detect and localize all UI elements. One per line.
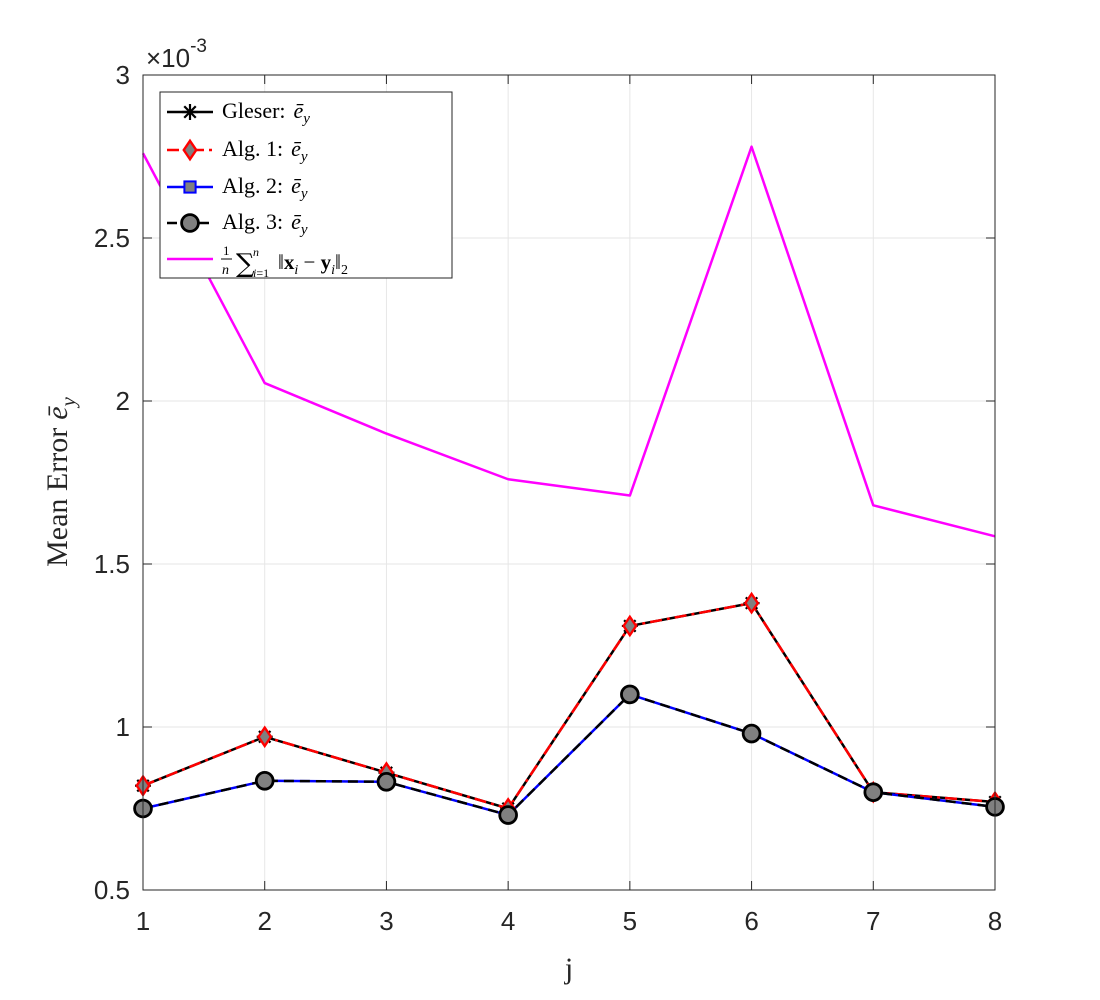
legend-label-mean-distance: 1 n ∑ n i=1 ‖xi − yi‖2 <box>221 243 348 280</box>
x-tick-label: 3 <box>379 906 393 936</box>
series-line-alg-1 <box>142 601 996 810</box>
svg-text:∑: ∑ <box>236 249 255 279</box>
y-axis-ticks: 0.5 1 1.5 2 2.5 3 <box>94 60 995 905</box>
data-point-alg-1 <box>257 725 273 749</box>
y-tick-label: 3 <box>116 60 130 90</box>
x-tick-label: 5 <box>623 906 637 936</box>
y-axis-label-symbol: ē <box>41 406 74 420</box>
svg-text:1: 1 <box>223 243 230 258</box>
legend-marker-stroke <box>183 105 197 119</box>
series-line-alg-3 <box>142 693 996 817</box>
series-lines <box>141 145 996 817</box>
legend-samples <box>167 104 213 261</box>
y-tick-label: 1.5 <box>94 549 130 579</box>
y-tick-label: 0.5 <box>94 875 130 905</box>
svg-text:i=1: i=1 <box>253 266 269 280</box>
plot-frame <box>142 74 996 891</box>
y-tick-label: 2.5 <box>94 223 130 253</box>
legend-marker <box>182 104 198 120</box>
data-point-alg-1 <box>743 591 760 615</box>
data-point-alg-3 <box>863 782 884 802</box>
x-tick-label: 4 <box>501 906 515 936</box>
x-tick-label: 8 <box>988 906 1002 936</box>
x-tick-label: 1 <box>136 906 150 936</box>
legend-marker <box>180 213 200 233</box>
legend-label-alg3: Alg. 3: ēy <box>222 209 308 238</box>
data-point-alg-3 <box>620 684 640 705</box>
y-tick-label: 1 <box>116 712 130 742</box>
legend-box <box>159 91 453 279</box>
legend: Gleser: ēy Alg. 1: ēy Alg. 2: ēy Alg. 3: ēy … <box>159 91 453 280</box>
y-axis-label-subscript: y <box>56 396 80 408</box>
y-tick-label: 2 <box>116 386 130 416</box>
data-point-alg-3 <box>498 805 518 825</box>
y-axis-exponent: ×10-3 <box>146 36 207 73</box>
x-axis-ticks: 1 2 3 4 5 6 7 8 <box>136 75 1002 936</box>
x-axis-label: j <box>564 952 573 985</box>
x-tick-label: 2 <box>257 906 271 936</box>
data-point-alg-3 <box>254 770 275 791</box>
data-point-alg-1 <box>622 614 638 638</box>
y-axis-label-text: Mean Error <box>41 428 74 567</box>
legend-label-gleser: Gleser: ēy <box>222 98 310 127</box>
legend-marker <box>183 180 197 194</box>
y-axis-label: Mean Error ēy <box>41 396 80 566</box>
x-tick-label: 6 <box>744 906 758 936</box>
svg-text:‖xi − yi‖2: ‖xi − yi‖2 <box>278 250 348 278</box>
svg-text:n: n <box>222 263 229 278</box>
legend-label-alg2: Alg. 2: ēy <box>222 173 308 202</box>
data-point-alg-3 <box>741 723 762 744</box>
svg-text:n: n <box>253 245 259 259</box>
legend-label-alg1: Alg. 1: ēy <box>222 136 308 165</box>
legend-marker <box>182 138 198 162</box>
data-point-alg-3 <box>376 771 397 792</box>
series-line-mean-distance <box>141 145 996 538</box>
x-tick-label: 7 <box>866 906 880 936</box>
